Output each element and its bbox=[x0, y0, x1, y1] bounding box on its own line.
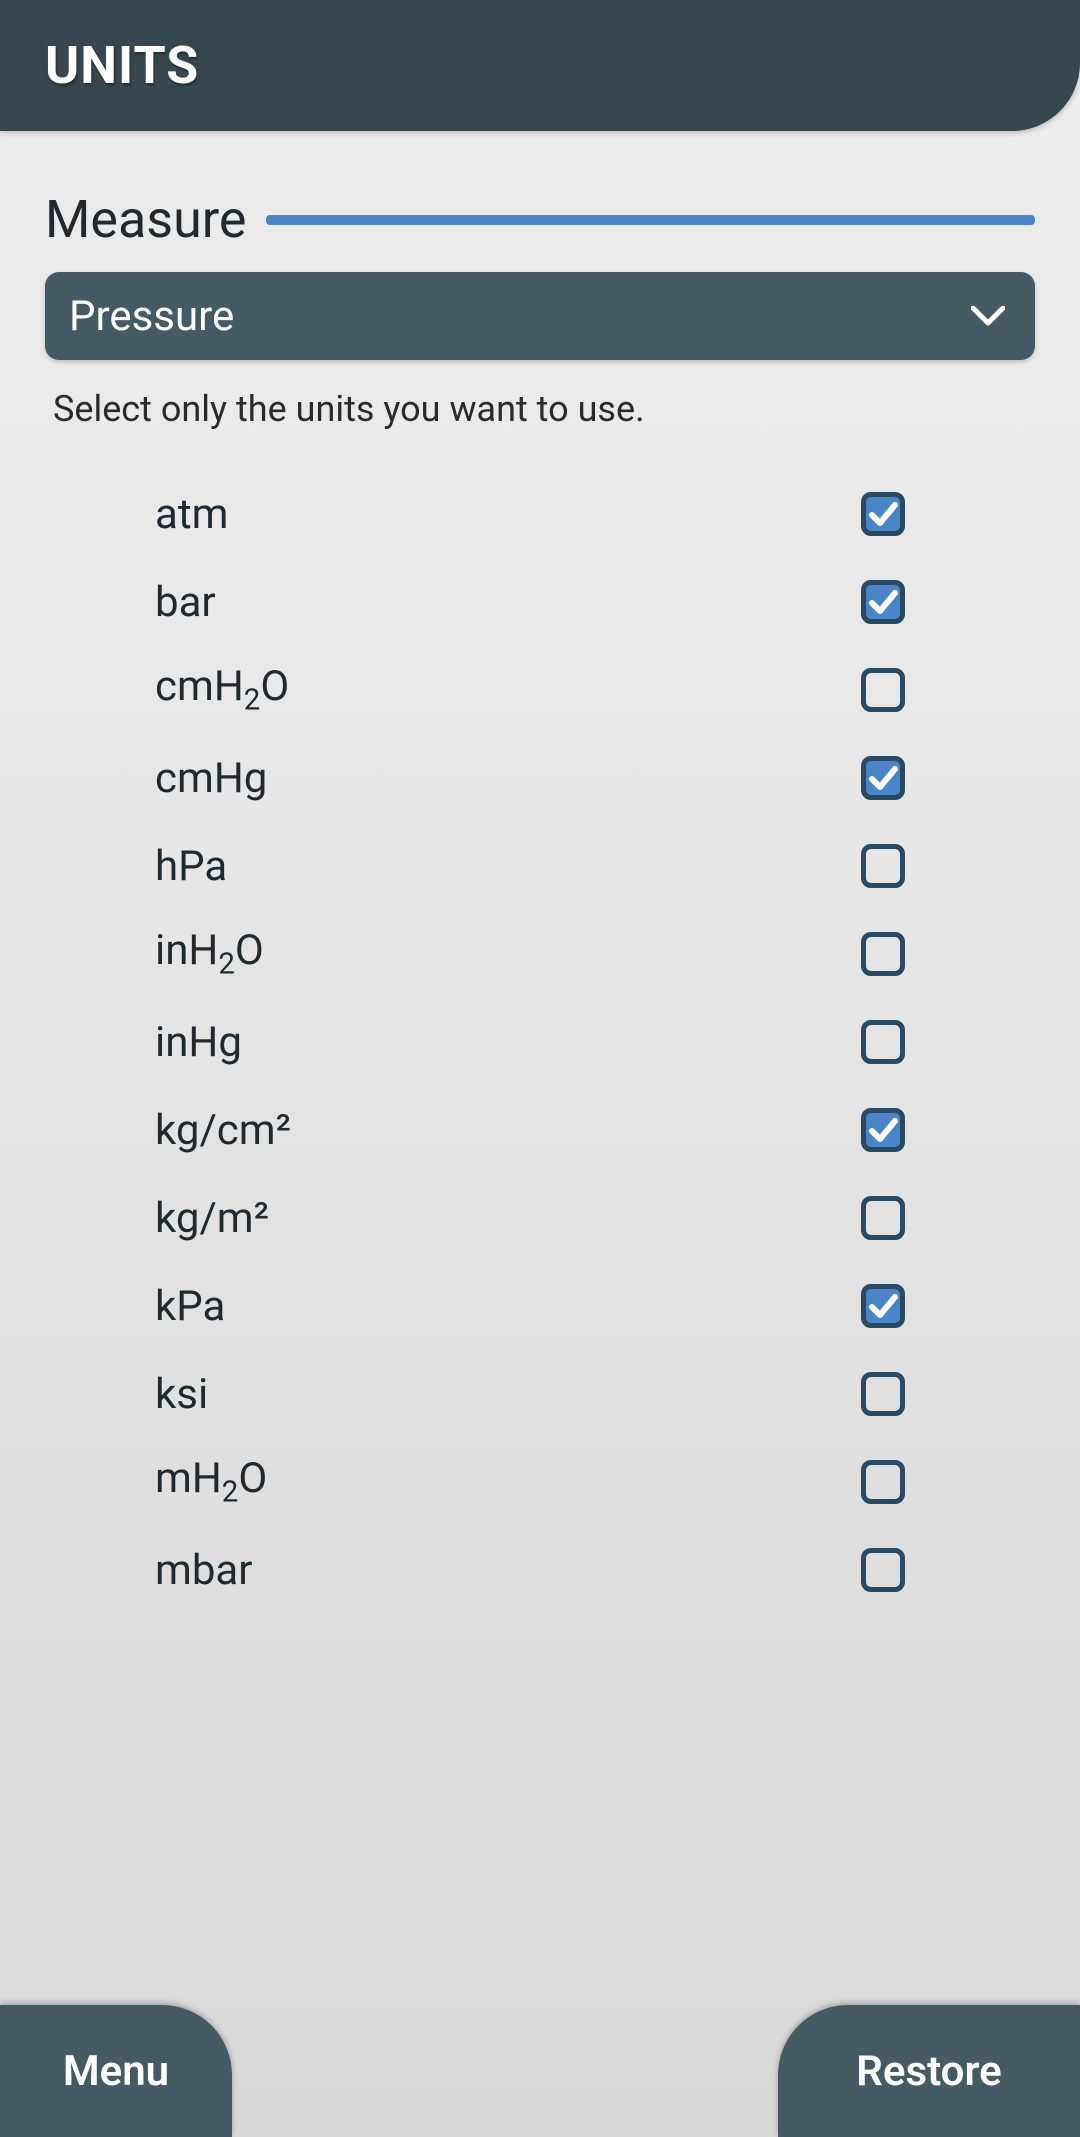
units-list: atm bar cmH2O cmHg hPa inH2O inHg kg/cm² kg/m² kP… bbox=[45, 470, 1035, 1614]
measure-divider-line bbox=[266, 215, 1035, 225]
measure-dropdown-selected: Pressure bbox=[69, 292, 234, 341]
measure-row: Measure bbox=[45, 189, 1035, 250]
unit-label: inH2O bbox=[155, 926, 264, 981]
unit-checkbox[interactable] bbox=[861, 932, 905, 976]
unit-row: hPa bbox=[155, 822, 1035, 910]
header: UNITS bbox=[0, 0, 1080, 131]
unit-row: mbar bbox=[155, 1526, 1035, 1614]
unit-checkbox[interactable] bbox=[861, 1460, 905, 1504]
chevron-down-icon bbox=[971, 306, 1005, 326]
unit-label: inHg bbox=[155, 1018, 242, 1067]
measure-dropdown[interactable]: Pressure bbox=[45, 272, 1035, 360]
unit-label: hPa bbox=[155, 842, 227, 891]
unit-checkbox[interactable] bbox=[861, 1372, 905, 1416]
unit-row: mH2O bbox=[155, 1438, 1035, 1526]
unit-checkbox[interactable] bbox=[861, 1020, 905, 1064]
unit-label: mbar bbox=[155, 1546, 253, 1595]
unit-row: atm bbox=[155, 470, 1035, 558]
unit-row: inHg bbox=[155, 998, 1035, 1086]
unit-row: kg/m² bbox=[155, 1174, 1035, 1262]
unit-label: atm bbox=[155, 490, 228, 539]
unit-label: cmH2O bbox=[155, 662, 289, 717]
content: Measure Pressure Select only the units y… bbox=[0, 189, 1080, 1614]
bottom-bar: Menu Restore bbox=[0, 2005, 1080, 2137]
unit-row: kPa bbox=[155, 1262, 1035, 1350]
unit-checkbox[interactable] bbox=[861, 1548, 905, 1592]
unit-checkbox[interactable] bbox=[861, 756, 905, 800]
unit-checkbox[interactable] bbox=[861, 1108, 905, 1152]
unit-label: ksi bbox=[155, 1370, 208, 1419]
unit-checkbox[interactable] bbox=[861, 492, 905, 536]
unit-row: kg/cm² bbox=[155, 1086, 1035, 1174]
unit-checkbox[interactable] bbox=[861, 1196, 905, 1240]
restore-button[interactable]: Restore bbox=[778, 2005, 1080, 2137]
unit-checkbox[interactable] bbox=[861, 580, 905, 624]
unit-label: kg/cm² bbox=[155, 1106, 291, 1155]
unit-label: kPa bbox=[155, 1282, 225, 1331]
unit-row: bar bbox=[155, 558, 1035, 646]
unit-checkbox[interactable] bbox=[861, 668, 905, 712]
unit-label: bar bbox=[155, 578, 216, 627]
unit-row: ksi bbox=[155, 1350, 1035, 1438]
unit-checkbox[interactable] bbox=[861, 1284, 905, 1328]
unit-label: mH2O bbox=[155, 1454, 267, 1509]
unit-row: inH2O bbox=[155, 910, 1035, 998]
unit-row: cmH2O bbox=[155, 646, 1035, 734]
unit-row: cmHg bbox=[155, 734, 1035, 822]
measure-label: Measure bbox=[45, 189, 246, 250]
unit-label: cmHg bbox=[155, 754, 267, 803]
unit-label: kg/m² bbox=[155, 1194, 269, 1243]
unit-checkbox[interactable] bbox=[861, 844, 905, 888]
menu-button[interactable]: Menu bbox=[0, 2005, 232, 2137]
instruction-text: Select only the units you want to use. bbox=[45, 388, 1035, 430]
page-title: UNITS bbox=[45, 35, 199, 96]
